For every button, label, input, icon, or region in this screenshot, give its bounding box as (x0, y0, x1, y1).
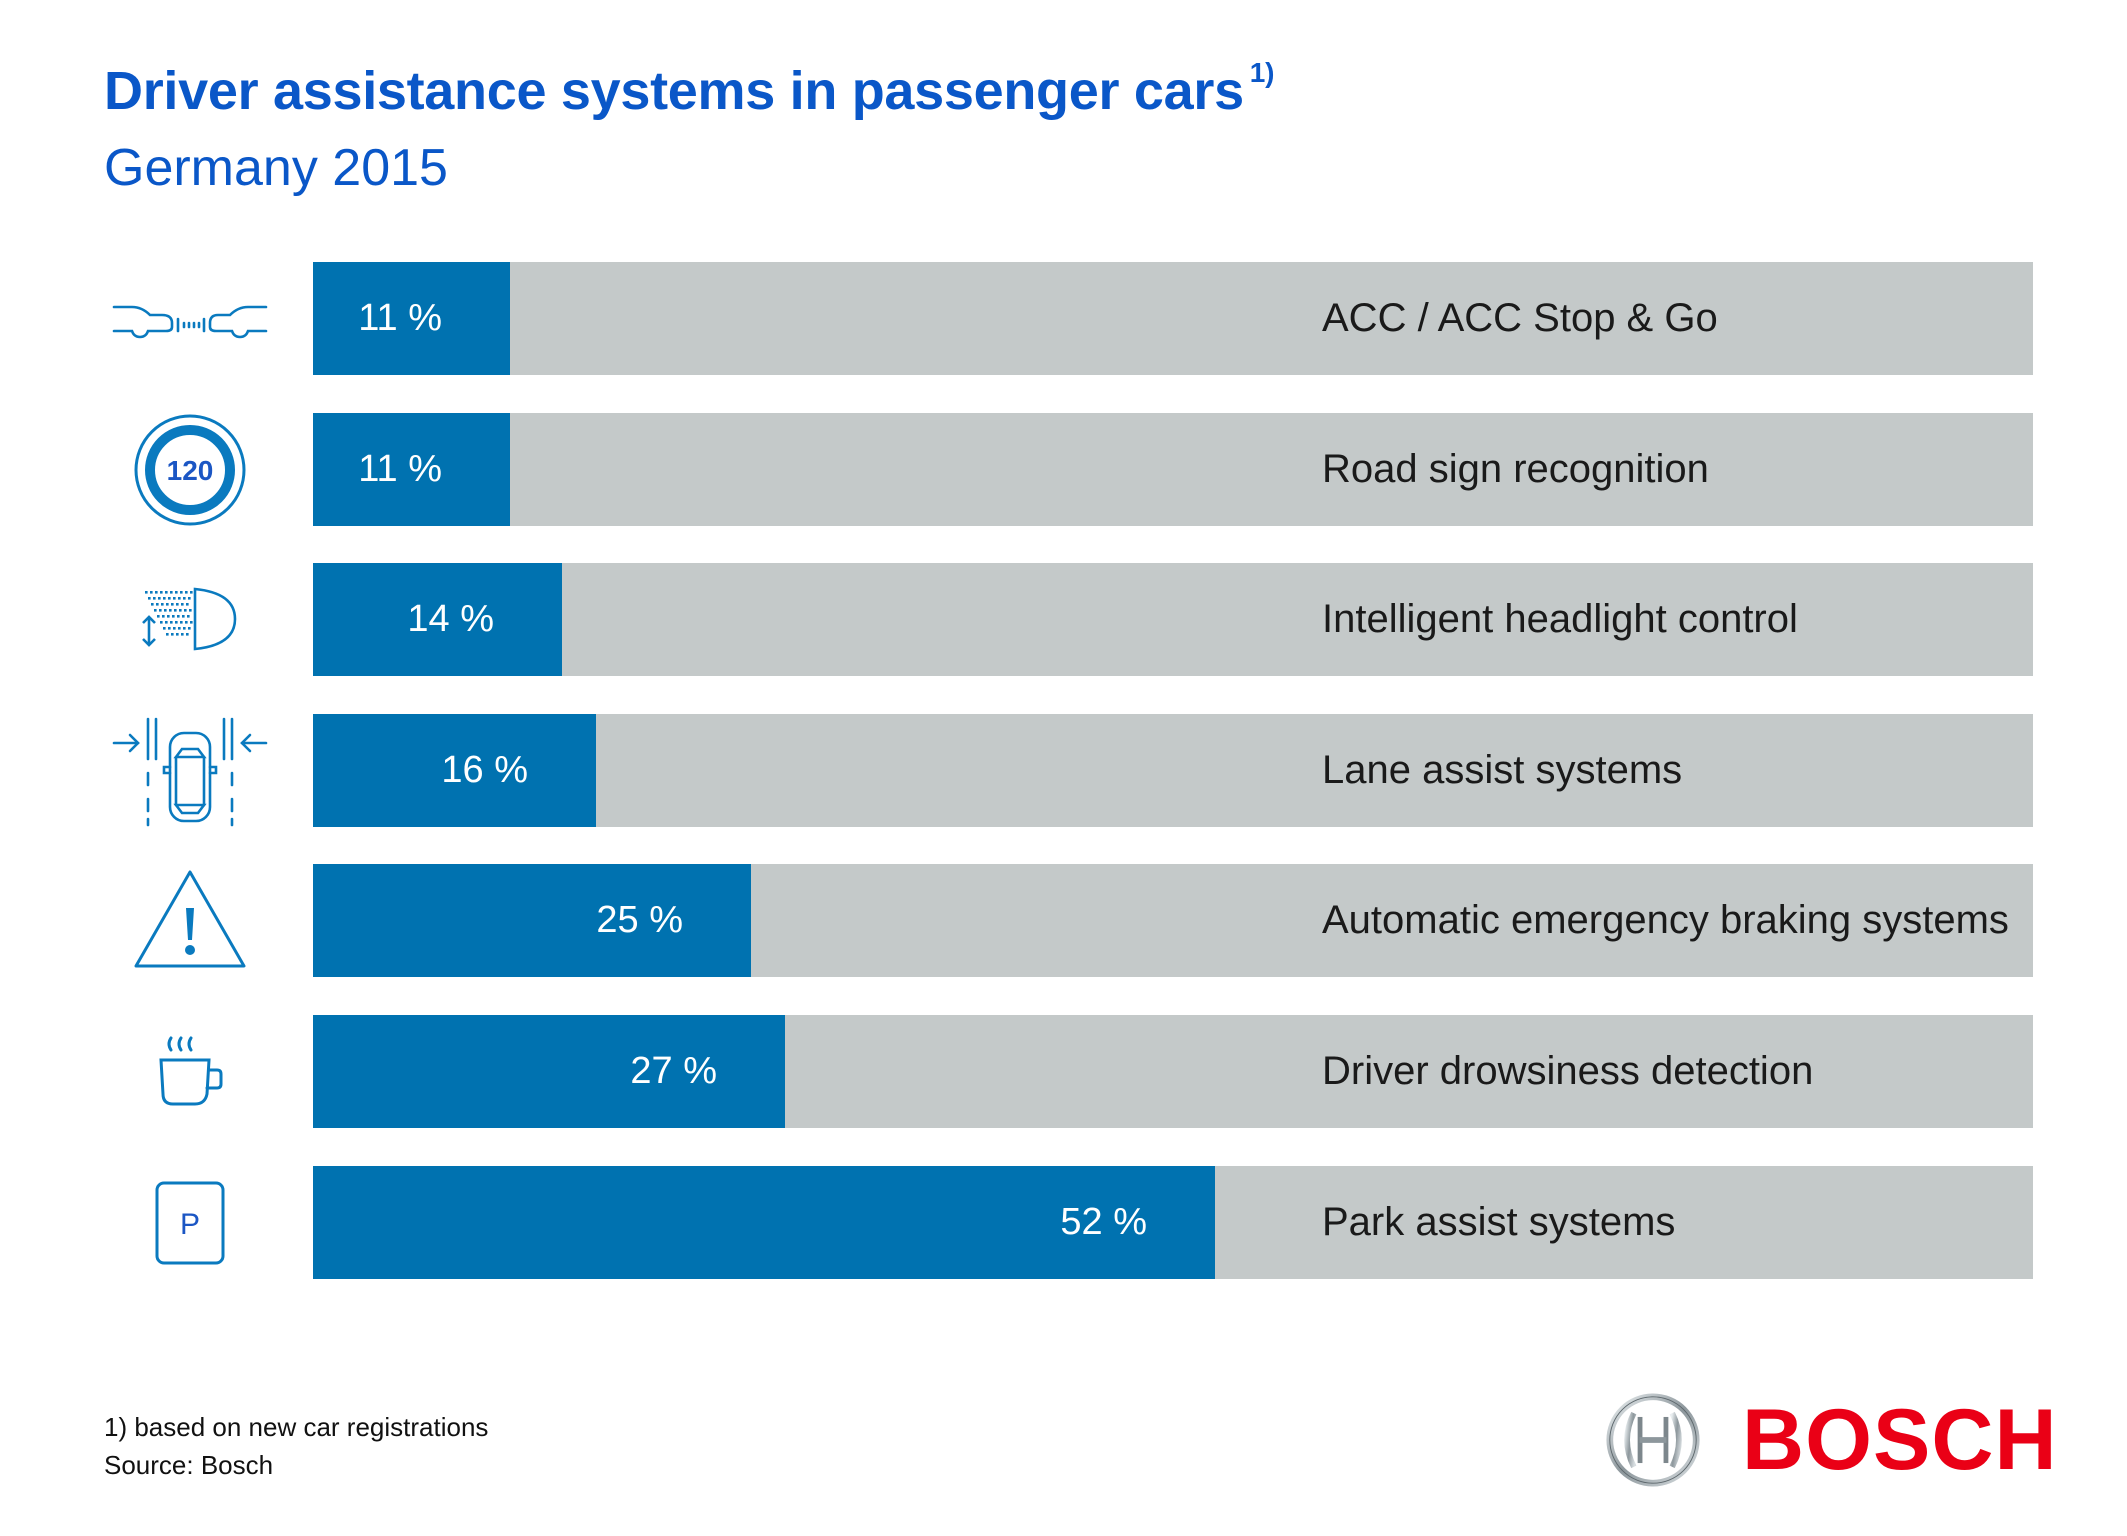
lane-assist-icon (110, 714, 270, 827)
title-text: Driver assistance systems in passenger c… (104, 61, 1244, 121)
bar-row: 27 % Driver drowsiness detection (0, 1015, 2127, 1128)
bar-row: 11 % ACC / ACC Stop & Go (0, 262, 2127, 375)
bar-track: 52 % (313, 1166, 2033, 1279)
bar-value-label: 11 % (358, 297, 442, 339)
bar-track: 27 % (313, 1015, 2033, 1128)
bar-fill (313, 1166, 1215, 1279)
bar-row: 120 11 % Road sign recognition (0, 413, 2127, 526)
bar-value-label: 14 % (407, 598, 494, 640)
bar-category-label: Driver drowsiness detection (1322, 1049, 1814, 1093)
bar-fill (313, 563, 562, 676)
warning-triangle-icon (110, 864, 270, 977)
bar-track: 11 % (313, 413, 2033, 526)
chart-subtitle: Germany 2015 (104, 139, 448, 197)
bar-category-label: Lane assist systems (1322, 748, 1683, 792)
bar-value-label: 52 % (1060, 1201, 1147, 1243)
bar-track: 16 % (313, 714, 2033, 827)
bar-row: 25 % Automatic emergency braking systems (0, 864, 2127, 977)
bar-fill (313, 714, 596, 827)
title-footnote-mark: 1) (1249, 57, 1275, 88)
bar-value-label: 11 % (358, 448, 442, 490)
bar-track: 25 % (313, 864, 2033, 977)
speed-sign-120-icon: 120 (110, 413, 270, 526)
source-note: Source: Bosch (104, 1450, 274, 1480)
bar-category-label: Road sign recognition (1322, 447, 1709, 491)
bar-fill (313, 864, 751, 977)
parking-sign-text: P (180, 1208, 200, 1241)
bar-fill (313, 262, 510, 375)
footnote: 1) based on new car registrations (104, 1412, 489, 1442)
bar-row: 16 % Lane assist systems (0, 714, 2127, 827)
bar-category-label: Automatic emergency braking systems (1322, 898, 2009, 942)
bosch-wordmark: BOSCH (1742, 1392, 2058, 1488)
bar-fill (313, 1015, 785, 1128)
bar-track: 14 % (313, 563, 2033, 676)
bar-value-label: 25 % (596, 899, 683, 941)
bar-row: P 52 % Park assist systems (0, 1166, 2127, 1279)
bar-fill (313, 413, 510, 526)
headlight-icon (110, 563, 270, 676)
bar-category-label: Intelligent headlight control (1322, 597, 1798, 641)
acc-distance-icon (110, 262, 270, 375)
bar-category-label: Park assist systems (1322, 1200, 1676, 1244)
bar-category-label: ACC / ACC Stop & Go (1322, 296, 1718, 340)
coffee-cup-icon (110, 1015, 270, 1128)
bar-value-label: 16 % (441, 749, 528, 791)
bar-value-label: 27 % (630, 1050, 717, 1092)
bosch-armature-logo-icon (1606, 1393, 1700, 1487)
bar-row: 14 % Intelligent headlight control (0, 563, 2127, 676)
speed-sign-text: 120 (167, 455, 214, 486)
bar-track: 11 % (313, 262, 2033, 375)
chart-title: Driver assistance systems in passenger c… (104, 57, 1275, 122)
parking-sign-icon: P (110, 1166, 270, 1279)
